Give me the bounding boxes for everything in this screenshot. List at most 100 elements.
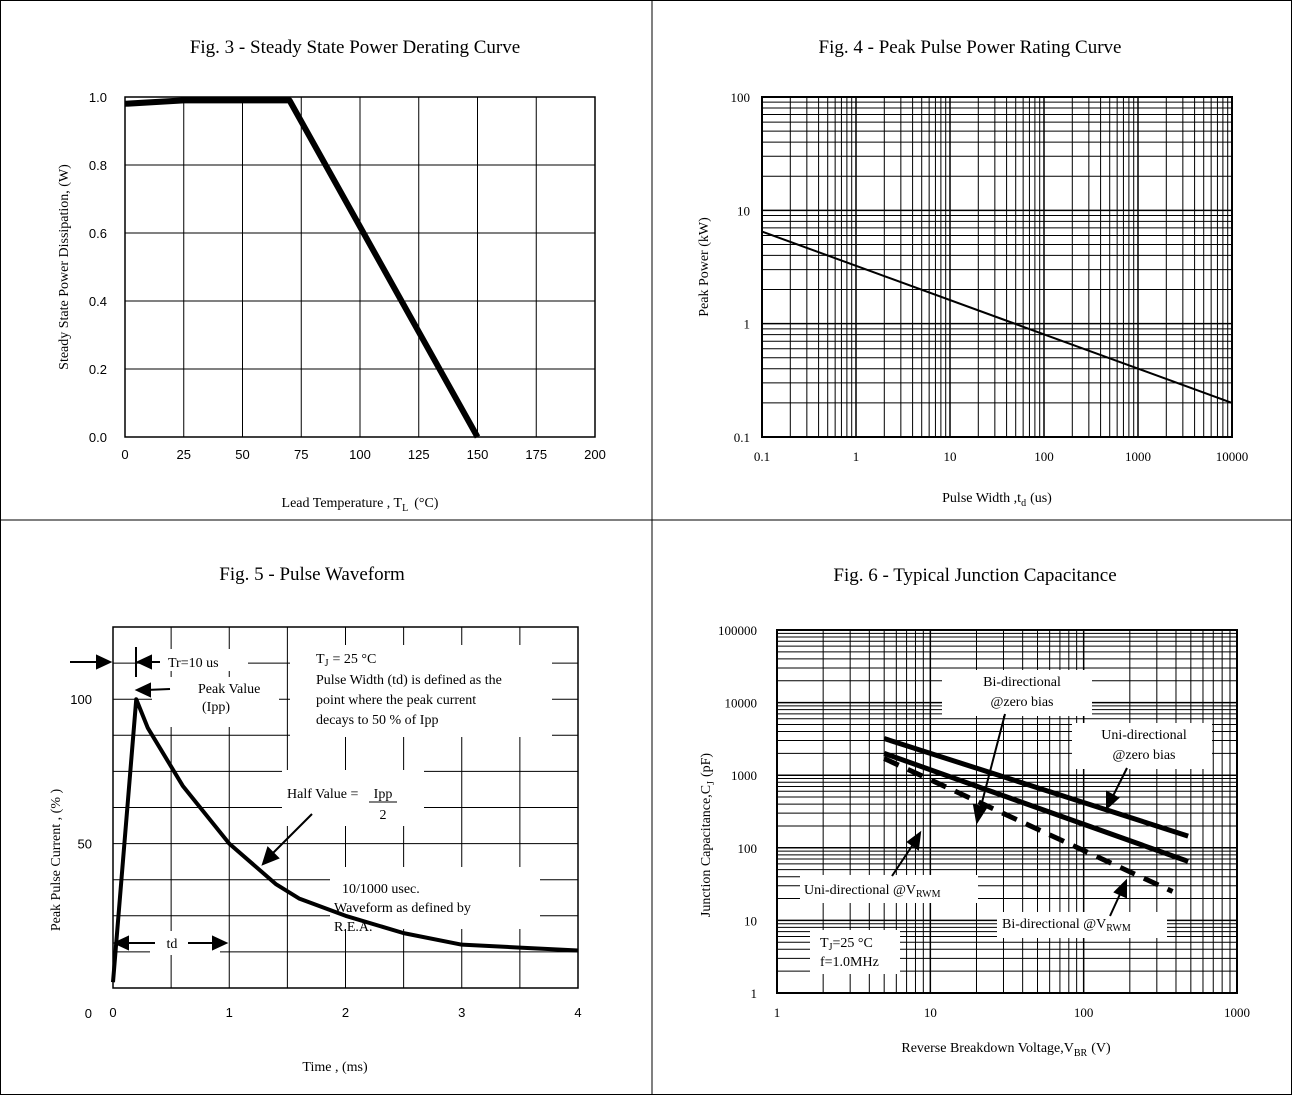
fig5-tj-label: TJ = 25 °C [316, 652, 376, 669]
x-tick-label: 2 [342, 1005, 349, 1020]
fig6-cond-box [810, 930, 900, 974]
x-tick-label: 25 [177, 447, 191, 462]
y-tick-label: 1 [744, 317, 751, 332]
fig5-peak-arrow [134, 682, 171, 698]
y-tick-label: 50 [78, 837, 92, 852]
fig3-plot-frame [124, 96, 596, 438]
fig6-bi-zero-label-1: Bi-directional [983, 675, 1061, 690]
y-tick-label: 100 [731, 90, 751, 105]
y-tick-label: 0.2 [89, 362, 107, 377]
fig3-y-axis-label: Steady State Power Dissipation, (W) [57, 164, 72, 370]
fig4-y-ticks: 0.1 1 10 100 [731, 90, 751, 445]
x-tick-label: 100 [1074, 1005, 1094, 1020]
fig6-title: Fig. 6 - Typical Junction Capacitance [833, 565, 1116, 586]
y-tick-label: 0.6 [89, 226, 107, 241]
fig6-y-ticks: 1 10 100 1000 10000 100000 [718, 623, 757, 1001]
y-tick-label: 1000 [731, 768, 757, 783]
x-tick-label: 1000 [1125, 449, 1151, 464]
fig5-peak-box [152, 677, 279, 727]
fig4-y-axis-label: Peak Power (kW) [697, 217, 712, 317]
fig5-waveform [111, 697, 579, 983]
fig3-derating-line [124, 97, 481, 439]
fig5-wave-line-3: R.E.A. [334, 920, 373, 935]
fig5-peak-label-2: (Ipp) [202, 700, 230, 715]
fig6-series-line-1 [883, 750, 1189, 864]
fig5-half-den: 2 [380, 808, 387, 823]
fig4-rating-line [761, 230, 1233, 404]
x-tick-label: 0 [121, 447, 128, 462]
fig6-uni-v-label: Uni-directional @VRWM [804, 883, 941, 900]
y-tick-label: 100 [738, 841, 758, 856]
y-tick-label: 10 [744, 913, 757, 928]
fig6-series-line-0 [883, 736, 1189, 839]
fig5-wave-line-1: 10/1000 usec. [342, 882, 420, 897]
fig5-pw-box [290, 645, 552, 737]
x-tick-label: 1000 [1224, 1005, 1250, 1020]
x-tick-label: 50 [235, 447, 249, 462]
x-tick-label: 150 [467, 447, 489, 462]
x-tick-label: 10 [924, 1005, 937, 1020]
fig6-tj-label: TJ=25 °C [820, 936, 873, 953]
y-tick-label: 0.4 [89, 294, 107, 309]
x-tick-label: 100 [349, 447, 371, 462]
x-tick-label: 1 [226, 1005, 233, 1020]
fig6-bi-zero-box [942, 670, 1092, 716]
y-tick-label: 0 [85, 1006, 92, 1021]
fig5-pw-line-3: decays to 50 % of Ipp [316, 713, 438, 728]
fig5-half-arrow [261, 813, 313, 866]
fig5-wave-box [330, 867, 540, 929]
x-tick-label: 0 [109, 1005, 116, 1020]
x-tick-label: 3 [458, 1005, 465, 1020]
fig6-uni-zero-box [1072, 723, 1212, 769]
y-tick-label: 1.0 [89, 90, 107, 105]
fig6-x-axis-label: Reverse Breakdown Voltage,VBR (V) [901, 1041, 1111, 1059]
fig5-wave-line-2: Waveform as defined by [334, 901, 471, 916]
x-tick-label: 175 [525, 447, 547, 462]
fig4-x-axis-label: Pulse Width ,td (us) [942, 491, 1052, 509]
fig5-title: Fig. 5 - Pulse Waveform [219, 564, 405, 585]
fig6-bi-zero-label-2: @zero bias [990, 695, 1053, 710]
fig6-x-ticks: 1 10 100 1000 [774, 1005, 1250, 1020]
fig5-x-ticks: 0 1 2 3 4 [109, 1005, 581, 1020]
fig3-y-ticks: 0.0 0.2 0.4 0.6 0.8 1.0 [89, 90, 107, 445]
fig6-series [883, 736, 1189, 894]
y-tick-label: 100 [70, 692, 92, 707]
fig3-x-axis-label: Lead Temperature , TL (°C) [282, 496, 439, 514]
x-tick-label: 1 [853, 449, 860, 464]
x-tick-label: 0.1 [754, 449, 770, 464]
fig6-uni-zero-label-2: @zero bias [1112, 748, 1175, 763]
y-tick-label: 10 [737, 203, 750, 218]
fig6-uni-zero-label-1: Uni-directional [1101, 728, 1187, 743]
y-tick-label: 10000 [725, 696, 758, 711]
y-tick-label: 0.8 [89, 158, 107, 173]
fig6-bi-v-label: Bi-directional @VRWM [1002, 917, 1131, 934]
fig6-y-axis-label: Junction Capacitance,CJ(pF) [699, 753, 717, 918]
x-tick-label: 1 [774, 1005, 781, 1020]
fig5-chart: Fig. 5 - Pulse Waveform 0 1 2 3 4 0 50 100 Pea… [49, 564, 582, 1075]
y-tick-label: 0.1 [734, 430, 750, 445]
fig6-uni-v-box [800, 875, 978, 903]
fig5-plot-frame [112, 626, 579, 989]
x-tick-label: 10 [944, 449, 957, 464]
fig3-x-ticks: 0 25 50 75 100 125 150 175 200 [121, 447, 605, 462]
fig6-arrows [891, 713, 1128, 917]
x-tick-label: 4 [574, 1005, 581, 1020]
fig5-tr-box [150, 649, 248, 671]
fig5-half-num: Ipp [374, 787, 393, 802]
fig5-pw-line-2: point where the peak current [316, 693, 476, 708]
fig6-plot-frame [776, 629, 1238, 994]
x-tick-label: 75 [294, 447, 308, 462]
x-tick-label: 10000 [1216, 449, 1249, 464]
fig3-gridlines [124, 96, 596, 438]
fig5-x-axis-label: Time , (ms) [302, 1060, 368, 1075]
y-tick-label: 100000 [718, 623, 757, 638]
fig3-chart: Fig. 3 - Steady State Power Derating Cur… [57, 37, 606, 514]
fig5-td-arrows [112, 935, 229, 951]
fig5-pw-line-1: Pulse Width (td) is defined as the [316, 673, 502, 688]
fig6-bi-v-box [997, 912, 1167, 938]
fig5-td-label: td [167, 937, 178, 952]
fig6-freq-label: f=1.0MHz [820, 955, 879, 970]
fig5-y-axis-label: Peak Pulse Current , (% ) [49, 789, 64, 932]
x-tick-label: 100 [1034, 449, 1054, 464]
